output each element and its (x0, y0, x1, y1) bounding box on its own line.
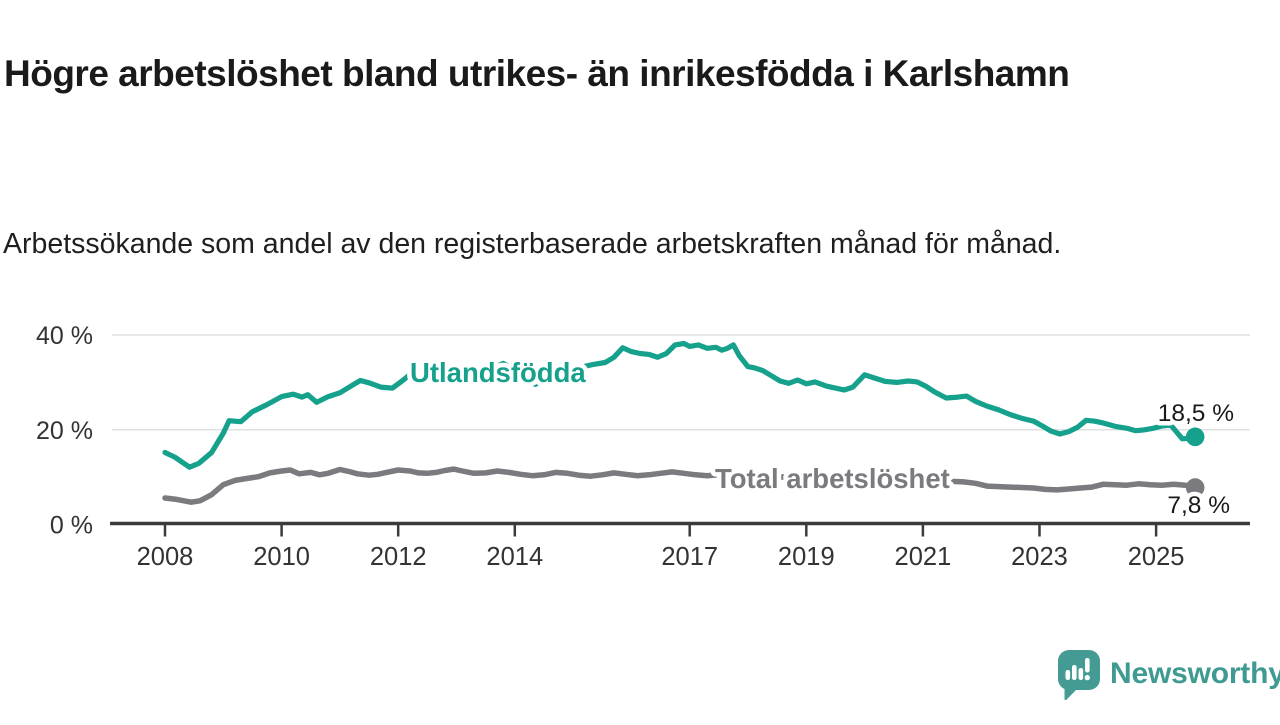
newsworthy-wordmark: Newsworthy (1110, 657, 1280, 690)
end-dot-total (1185, 478, 1205, 497)
x-tick-label-2012: 2012 (370, 543, 427, 571)
series-label-total: Total arbetslöshet (715, 463, 950, 494)
y-tick-label-20: 20 % (36, 417, 93, 445)
series-label-utlandsfodda: Utlandsfödda (410, 357, 586, 388)
x-tick-label-2010: 2010 (253, 543, 310, 571)
end-value-label-total: 7,8 % (1167, 492, 1230, 519)
page-subtitle: Arbetssökande som andel av den registerb… (3, 227, 1062, 260)
x-tick-label-2023: 2023 (1011, 543, 1068, 571)
newsworthy-branding: Newsworthy (1056, 648, 1280, 700)
bar-chart-exclamation-glyph (1065, 658, 1090, 681)
y-tick-label-40: 40 % (36, 322, 93, 350)
y-tick-label-0: 0 % (50, 512, 93, 540)
newsworthy-logo-icon (1058, 650, 1100, 700)
series-line-total (162, 466, 1198, 505)
page-title: Högre arbetslöshet bland utrikes- än inr… (4, 52, 1070, 94)
x-tick-label-2019: 2019 (778, 543, 835, 571)
x-tick-label-2025: 2025 (1128, 543, 1185, 571)
series-line-utlandsfodda (162, 340, 1198, 470)
x-tick-label-2021: 2021 (895, 543, 952, 571)
end-dot-utlandsfodda (1185, 427, 1205, 447)
x-tick-label-2017: 2017 (661, 543, 718, 571)
x-tick-label-2008: 2008 (137, 543, 194, 571)
x-tick-label-2014: 2014 (486, 543, 543, 571)
end-value-label-utlandsfodda: 18,5 % (1158, 400, 1234, 427)
